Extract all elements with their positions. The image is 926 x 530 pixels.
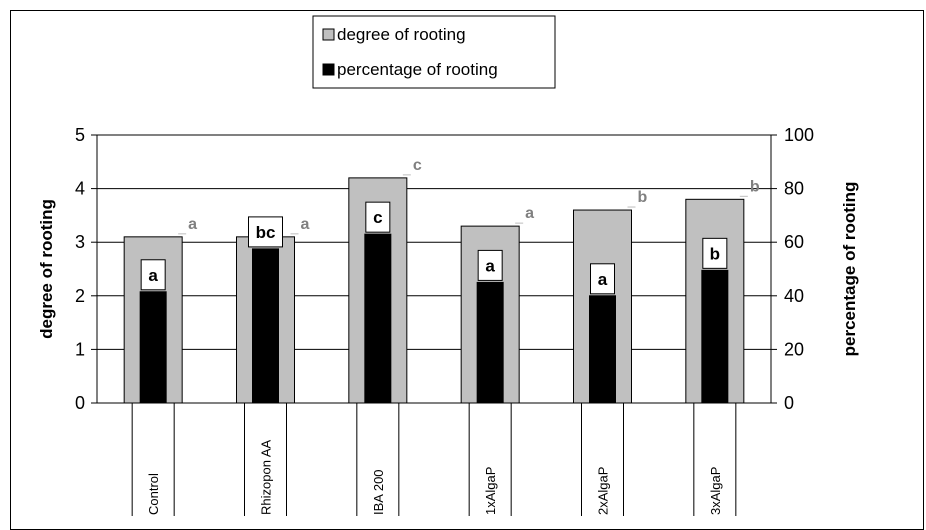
category-label: 2xAlgaP [596,467,611,515]
y2-tick-label: 20 [784,339,804,359]
category-label: Control [146,473,161,515]
y2-tick-label: 80 [784,179,804,199]
sig-label-degree: c [413,157,422,174]
y2-tick-label: 60 [784,232,804,252]
y-tick-label: 5 [75,125,85,145]
y-tick-label: 0 [75,393,85,413]
category-label: IBA 200 [371,469,386,515]
axes: 0 0 1 20 2 40 3 60 4 80 5 100 Control Rhizopon AA IBA … [75,125,814,516]
legend-swatch-degree [322,28,335,41]
bar-percentage [476,281,504,404]
bar-percentage [701,269,729,404]
legend-label-degree: degree of rooting [337,25,466,44]
category-label-box [244,402,287,516]
category-label: 3xAlgaP [708,467,723,515]
category-label: 1xAlgaP [483,467,498,515]
chart: a a bc a c c a a a b b b 0 0 1 20 2 40 3 60 4 80 5 100 Control R… [37,15,859,516]
legend-box [312,15,556,89]
sig-label-percentage: a [598,270,608,289]
sig-label-degree: b [750,178,760,195]
y-axis-title: degree of rooting [37,199,56,339]
sig-label-percentage: a [148,266,158,285]
y2-tick-label: 40 [784,286,804,306]
sig-box-percentage [477,249,503,281]
y2-axis-title: percentage of rooting [840,182,859,357]
legend-swatch-percentage [322,63,335,76]
legend-label-percentage: percentage of rooting [337,60,498,79]
category-label: Rhizopon AA [259,440,274,515]
sig-label-percentage: a [485,256,495,275]
sig-label-degree: a [301,216,310,233]
sig-label-percentage: bc [256,223,276,242]
y2-tick-label: 0 [784,393,794,413]
y-tick-label: 4 [75,179,85,199]
sig-box-percentage [590,263,615,295]
category-label-box [356,402,400,516]
bar-percentage [139,291,167,404]
category-label-box [131,402,175,516]
bars: a a bc a c c a a a b b b [123,157,760,404]
category-label-box [581,402,624,516]
sig-label-degree: b [638,189,648,206]
sig-box-percentage [140,259,166,291]
gridlines [97,134,771,350]
sig-box-percentage [365,201,391,233]
y-tick-label: 2 [75,286,85,306]
y-tick-label: 3 [75,232,85,252]
y-tick-label: 1 [75,339,85,359]
bar-percentage [364,233,392,404]
legend: degree of rooting percentage of rooting [312,15,556,89]
sig-label-percentage: c [373,208,382,227]
sig-box-percentage [702,237,728,269]
category-label-box [468,402,512,516]
y2-tick-label: 100 [784,125,814,145]
category-label-box [693,402,737,516]
bar-percentage [252,248,279,404]
sig-label-degree: a [188,216,197,233]
sig-label-degree: a [525,205,534,222]
bar-percentage [589,295,616,404]
sig-box-percentage [248,216,283,248]
sig-label-percentage: b [710,244,720,263]
